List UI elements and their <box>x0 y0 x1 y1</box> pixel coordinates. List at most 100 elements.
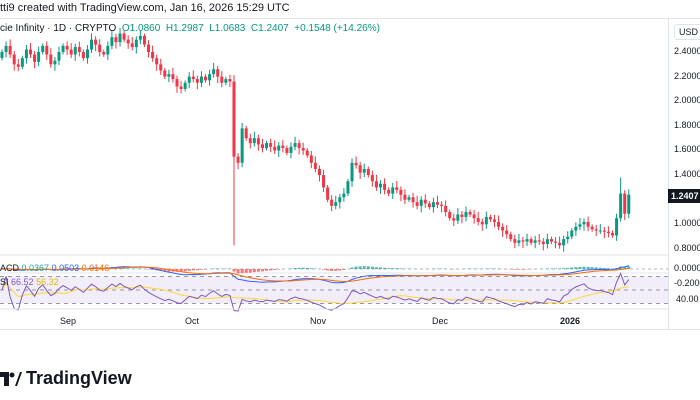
macd-histogram-bar <box>627 266 631 269</box>
candle-body <box>159 64 163 71</box>
price-tick: 2.4000 <box>674 46 700 56</box>
candle-body <box>45 45 49 55</box>
price-tick: 1.6000 <box>674 144 700 155</box>
candle-body <box>456 214 460 221</box>
candle-body <box>501 226 505 231</box>
candle-body <box>122 33 126 40</box>
candle-body <box>582 221 586 225</box>
macd-histogram-bar <box>191 269 195 271</box>
candle-body <box>130 43 134 48</box>
macd-histogram-bar <box>297 267 301 269</box>
macd-histogram-bar <box>244 269 248 273</box>
candle-body <box>41 45 45 52</box>
candle-body <box>427 203 431 208</box>
candle-body <box>277 145 281 151</box>
price-tick: 2.0000 <box>674 95 700 106</box>
macd-tick: -0.2000 <box>674 278 700 288</box>
divider <box>0 18 700 19</box>
macd-histogram-bar <box>623 266 627 269</box>
candle-body <box>562 239 566 246</box>
macd-histogram-bar <box>513 269 517 270</box>
candle-body <box>183 82 187 89</box>
candle-body <box>281 145 285 149</box>
rsi-ma-value: 56.32 <box>36 277 59 287</box>
candle-body <box>558 242 562 246</box>
macd-histogram-bar <box>598 267 602 269</box>
candle-body <box>602 230 606 232</box>
candle-body <box>220 76 224 83</box>
macd-histogram-bar <box>582 266 586 269</box>
candle-body <box>435 202 439 205</box>
candle-body <box>57 52 61 61</box>
candle-body <box>138 35 142 40</box>
tradingview-logo[interactable]: TradingView <box>0 368 132 389</box>
candle-body <box>106 45 110 55</box>
candle-body <box>252 138 256 144</box>
candle-body <box>179 86 183 89</box>
price-tick: 1.8000 <box>674 119 700 130</box>
candle-body <box>171 74 175 80</box>
candle-body <box>73 47 77 55</box>
macd-histogram-bar <box>126 268 130 269</box>
macd-histogram-bar <box>232 269 236 272</box>
candle-body <box>566 236 570 240</box>
candle-body <box>623 193 627 214</box>
candle-body <box>423 199 427 204</box>
candle-body <box>590 226 594 230</box>
macd-histogram-bar <box>269 269 273 271</box>
tradingview-logo-icon <box>0 371 22 386</box>
macd-histogram-bar <box>199 269 203 270</box>
macd-histogram-bar <box>122 268 126 269</box>
candle-body <box>8 45 12 55</box>
macd-histogram-bar <box>387 268 391 269</box>
candle-body <box>419 199 423 206</box>
chart-credit: tti9 created with TradingView.com, Jan 1… <box>0 2 290 14</box>
macd-histogram-bar <box>167 269 171 272</box>
macd-histogram-bar <box>216 268 220 269</box>
macd-histogram-bar <box>354 266 358 269</box>
macd-histogram-bar <box>570 267 574 269</box>
signal-line <box>1 266 629 282</box>
price-tick: 2.2000 <box>674 70 700 81</box>
candle-body <box>476 218 480 222</box>
macd-histogram-bar <box>350 267 354 269</box>
candle-body <box>65 45 69 50</box>
candle-body <box>240 128 244 163</box>
candle-body <box>199 76 203 83</box>
candle-body <box>98 44 102 52</box>
candle-body <box>151 52 155 59</box>
candle-body <box>611 232 614 236</box>
macd-histogram-bar <box>163 269 167 272</box>
candle-body <box>326 187 330 200</box>
candle-body <box>301 148 305 151</box>
candle-body <box>533 240 537 243</box>
candle-body <box>265 143 269 149</box>
candle-body <box>77 47 81 52</box>
macd-histogram-bar <box>175 269 179 272</box>
price-chart[interactable] <box>0 0 668 330</box>
candle-body <box>383 183 387 190</box>
macd-histogram-bar <box>379 267 383 269</box>
candle-body <box>399 189 403 195</box>
candle-body <box>322 175 326 188</box>
macd-histogram-bar <box>586 266 590 269</box>
candle-body <box>619 193 623 219</box>
macd-histogram-bar <box>252 269 256 273</box>
macd-histogram-bar <box>240 269 244 274</box>
currency-button[interactable]: USD <box>674 24 700 40</box>
candle-body <box>574 226 578 231</box>
candle-body <box>309 155 313 163</box>
macd-histogram-bar <box>289 268 293 269</box>
macd-tick: 0.0000 <box>674 263 700 273</box>
macd-histogram-bar <box>151 269 155 270</box>
candle-body <box>549 239 553 242</box>
candle-body <box>313 162 317 169</box>
candle-body <box>379 183 383 188</box>
candle-body <box>407 197 411 200</box>
candle-body <box>155 58 159 65</box>
macd-histogram-bar <box>594 267 598 269</box>
macd-histogram-bar <box>554 268 558 269</box>
candle-body <box>513 239 517 243</box>
macd-histogram-bar <box>265 269 269 271</box>
price-axis-border <box>668 19 669 330</box>
